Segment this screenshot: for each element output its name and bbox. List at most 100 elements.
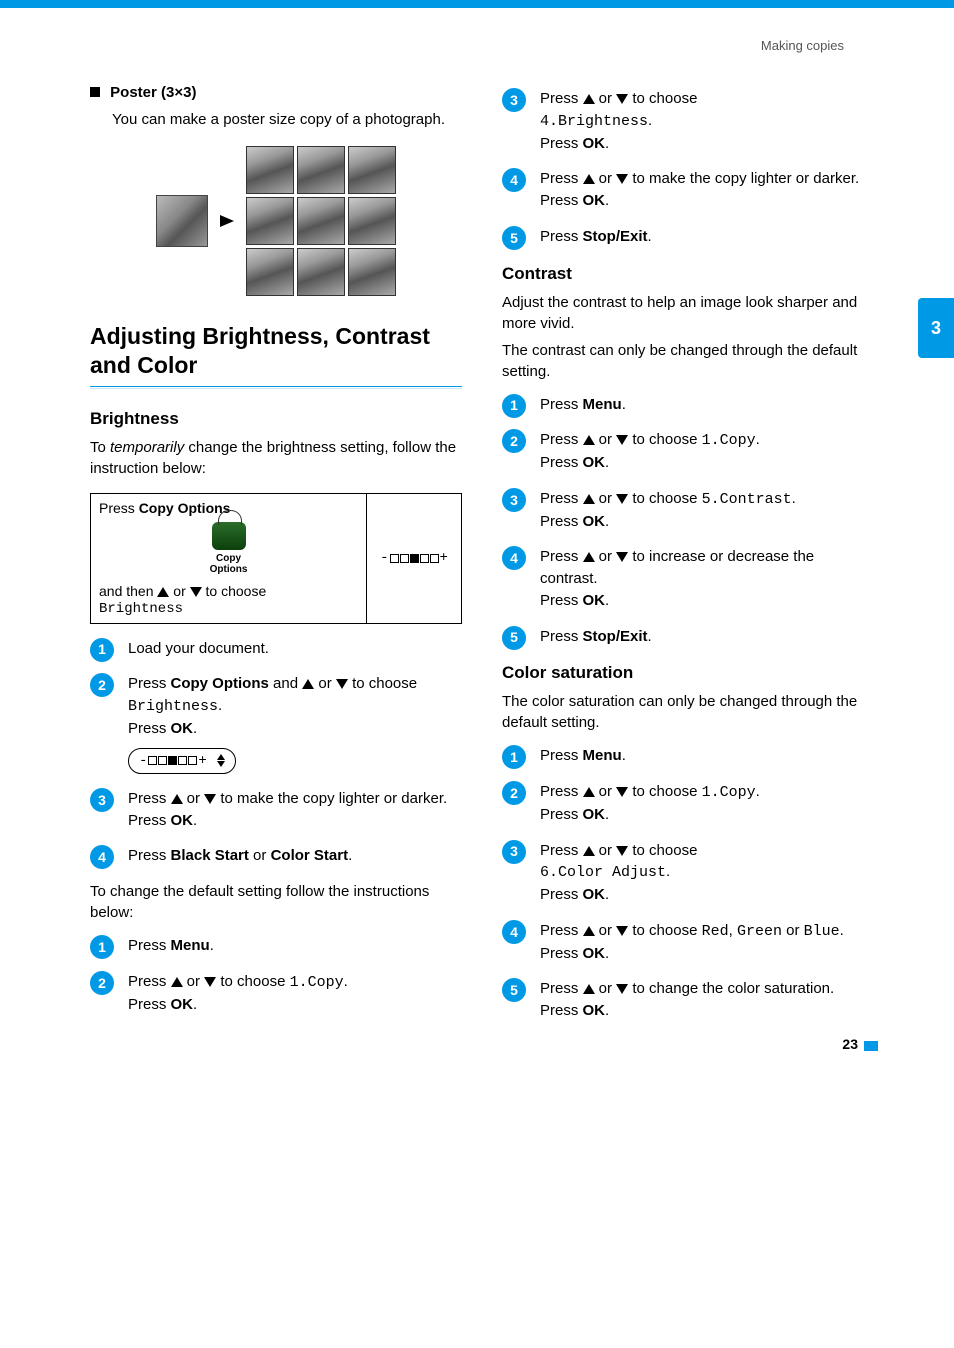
t: or [595, 980, 617, 997]
t: Press [540, 548, 583, 565]
t: Press [540, 842, 583, 859]
t-bold: OK [583, 945, 606, 962]
step-item: 5 Press Stop/Exit. [502, 226, 874, 248]
t: Press [128, 847, 171, 864]
t: or [595, 431, 617, 448]
t-mono: Brightness [128, 698, 218, 715]
t: to choose [628, 431, 701, 448]
t-bold: OK [171, 812, 194, 829]
brightness-default-intro: To change the default setting follow the… [90, 881, 462, 923]
step-item: 2 Press or to choose 1.Copy. Press OK. [90, 971, 462, 1016]
step-badge: 4 [502, 546, 526, 570]
t: Press [540, 431, 583, 448]
spinner-icon [217, 754, 225, 767]
poster-heading-text: Poster (3×3) [110, 84, 196, 101]
step-item: 3 Press or to choose 4.Brightness. Press… [502, 88, 874, 154]
t: to choose [216, 973, 289, 990]
t: or [169, 583, 189, 599]
step-badge: 1 [90, 638, 114, 662]
top-bar [0, 0, 954, 8]
page-number: 23 [842, 1036, 858, 1052]
step-item: 1 Press Menu. [502, 745, 874, 767]
triangle-down-icon [616, 94, 628, 104]
left-column: Poster (3×3) You can make a poster size … [90, 76, 462, 1036]
poster-text: You can make a poster size copy of a pho… [112, 109, 462, 130]
triangle-down-icon [616, 174, 628, 184]
t: or [595, 548, 617, 565]
t-bold: OK [171, 720, 194, 737]
t: Press [128, 812, 171, 829]
t-bold: Menu [583, 747, 622, 764]
triangle-up-icon [583, 984, 595, 994]
step-item: 1 Press Menu. [502, 394, 874, 416]
brightness-default-steps-cont: 3 Press or to choose 4.Brightness. Press… [502, 88, 874, 248]
level-indicator: -+ [380, 550, 448, 566]
contrast-p1: Adjust the contrast to help an image loo… [502, 292, 874, 334]
t: Press [540, 396, 583, 413]
t: to choose [628, 922, 701, 939]
t: or [183, 790, 205, 807]
t: and then [99, 583, 157, 599]
t-bold: Copy Options [139, 500, 231, 516]
t: To [90, 439, 110, 456]
triangle-up-icon [583, 552, 595, 562]
t-mono: Green [737, 923, 782, 940]
brightness-heading: Brightness [90, 409, 462, 429]
t: to make the copy lighter or darker. [628, 170, 859, 187]
t: to change the color saturation. [628, 980, 834, 997]
t-bold: Stop/Exit [583, 228, 648, 245]
step-item: 4 Press or to increase or decrease the c… [502, 546, 874, 611]
t: Press [540, 806, 583, 823]
t-mono: 1.Copy [702, 784, 756, 801]
step-badge: 3 [502, 488, 526, 512]
step-item: 2 Press or to choose 1.Copy. Press OK. [502, 781, 874, 826]
table-left-cell: Press Copy Options Copy Options and then… [91, 493, 367, 623]
t: or [595, 170, 617, 187]
t-mono: 1.Copy [702, 432, 756, 449]
contrast-heading: Contrast [502, 264, 874, 284]
triangle-up-icon [583, 94, 595, 104]
t: Press [540, 783, 583, 800]
brightness-default-steps: 1 Press Menu. 2 Press or to choose 1.Cop… [90, 935, 462, 1015]
t: Press [540, 628, 583, 645]
t-bold: OK [583, 135, 606, 152]
triangle-down-icon [616, 494, 628, 504]
t-bold: Color Start [271, 847, 349, 864]
step-item: 5 Press or to change the color saturatio… [502, 978, 874, 1022]
lcd-display: -+ [128, 748, 236, 774]
t: Press [540, 454, 583, 471]
t-bold: OK [583, 513, 606, 530]
t-bold: OK [171, 996, 194, 1013]
t: or [249, 847, 271, 864]
t-bold: OK [583, 886, 606, 903]
t: or [595, 783, 617, 800]
t: and [269, 675, 302, 692]
step-item: 5 Press Stop/Exit. [502, 626, 874, 648]
t: to choose [628, 490, 701, 507]
t: Press [540, 228, 583, 245]
brightness-temp-steps: 1 Load your document. 2 Press Copy Optio… [90, 638, 462, 868]
btn-caption: Copy Options [199, 553, 259, 575]
t: Press [99, 500, 139, 516]
t: or [183, 973, 205, 990]
copy-options-button-illustration: Copy Options [199, 522, 259, 575]
t-mono: Red [702, 923, 729, 940]
t: Press [540, 747, 583, 764]
t: to choose [628, 783, 701, 800]
step-badge: 4 [90, 845, 114, 869]
t: Press [540, 513, 583, 530]
chapter-tab: 3 [918, 298, 954, 358]
t: to choose [348, 675, 417, 692]
triangle-down-icon [190, 587, 202, 597]
step-item: 1 Press Menu. [90, 935, 462, 957]
triangle-up-icon [583, 787, 595, 797]
triangle-up-icon [171, 977, 183, 987]
copy-options-key-icon [212, 522, 246, 550]
section-rule [90, 386, 462, 387]
t: to choose [628, 90, 697, 107]
t: Press [540, 886, 583, 903]
step-badge: 2 [502, 429, 526, 453]
t: . [648, 112, 652, 129]
t-mono: 6.Color Adjust [540, 864, 666, 881]
t: Press [540, 135, 583, 152]
